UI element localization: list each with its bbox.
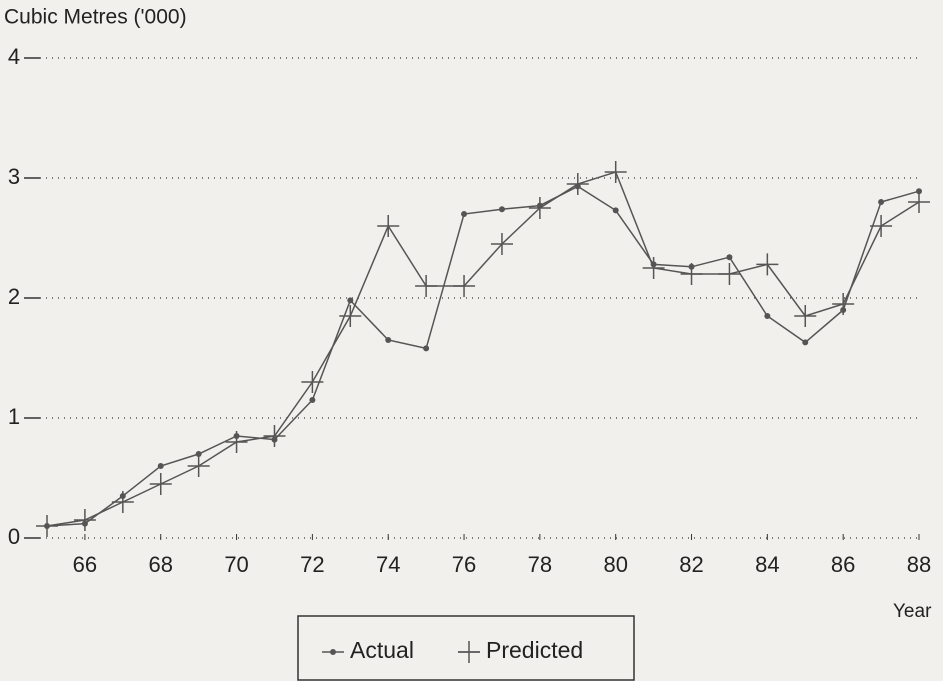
legend-marker [458,641,480,663]
point [415,275,438,297]
point [157,463,164,469]
x-tick-label: 88 [907,552,931,577]
point [642,257,665,279]
point [764,313,771,319]
y-tick-label: 1 [8,404,20,429]
legend-marker [330,649,336,655]
point [718,263,741,285]
x-tick-label: 86 [831,552,855,577]
point [225,431,248,453]
point [385,337,392,343]
legend-label: Predicted [486,637,583,663]
point [187,455,210,477]
x-tick-label: 84 [755,552,779,577]
y-axis-label: Cubic Metres ('000) [4,6,187,29]
point [870,215,893,237]
point [490,233,513,255]
point [756,253,779,276]
point [347,297,354,304]
point [453,275,476,297]
point [794,305,817,327]
x-tick-label: 82 [679,552,703,577]
legend-label: Actual [350,637,414,663]
point [309,397,316,403]
x-tick-label: 66 [73,552,97,577]
y-tick-label: 4 [8,44,20,69]
point [802,339,809,346]
point [566,173,589,195]
point [377,215,400,237]
x-tick-label: 72 [300,552,324,577]
point [111,491,134,513]
point [149,473,172,495]
point [604,161,627,183]
y-tick-label: 2 [8,284,20,309]
x-tick-label: 78 [528,552,552,577]
point [612,207,619,214]
x-tick-label: 68 [148,552,172,577]
x-tick-label: 76 [452,552,476,577]
point [498,206,505,213]
x-tick-label: 70 [224,552,248,577]
point [528,197,551,219]
x-axis-label: Year [893,601,932,622]
point [301,371,324,393]
point [36,515,58,537]
point [461,211,468,217]
series-line [46,171,920,527]
point [726,254,733,261]
point [680,263,703,285]
legend-box [297,615,635,681]
y-tick-label: 0 [8,524,20,549]
point [339,305,362,327]
point [832,293,855,315]
point [263,425,286,447]
point [73,509,96,531]
point [878,199,885,205]
point [423,345,430,352]
series-line [46,185,920,527]
x-tick-label: 80 [603,552,627,577]
point [195,451,202,457]
point [908,191,930,213]
x-tick-label: 74 [376,552,400,577]
y-tick-label: 3 [8,164,20,189]
